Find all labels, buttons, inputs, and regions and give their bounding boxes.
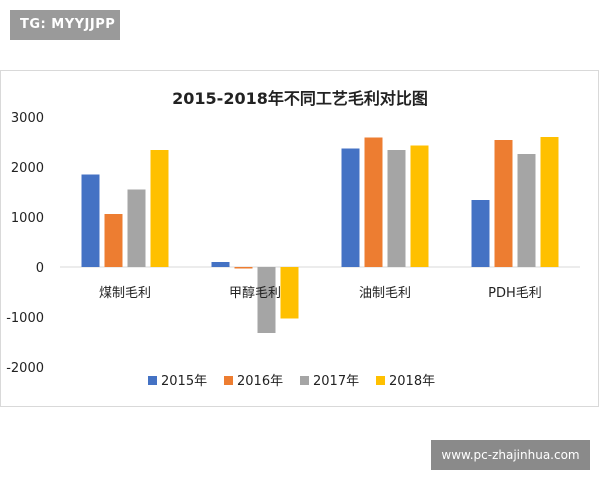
- legend-label: 2017年: [313, 374, 359, 389]
- bar-1-2: [211, 262, 230, 267]
- y-tick-label: 1000: [11, 211, 44, 226]
- legend-swatch: [300, 376, 309, 385]
- bar-4-1: [150, 150, 169, 267]
- bar-1-3: [341, 148, 360, 267]
- category-label: PDH毛利: [488, 286, 542, 301]
- category-label: 煤制毛利: [99, 286, 151, 301]
- bar-2-4: [494, 140, 513, 267]
- bar-4-2: [280, 267, 299, 319]
- legend-label: 2018年: [389, 374, 435, 389]
- legend-swatch: [376, 376, 385, 385]
- bar-2-2: [234, 267, 253, 269]
- legend-label: 2016年: [237, 374, 283, 389]
- watermark-bottom: www.pc-zhajinhua.com: [431, 440, 590, 470]
- legend-swatch: [224, 376, 233, 385]
- bar-3-4: [517, 154, 536, 267]
- y-tick-label: 0: [36, 261, 44, 276]
- category-label: 甲醇毛利: [229, 285, 281, 301]
- bar-3-1: [127, 189, 146, 267]
- legend-label: 2015年: [161, 374, 207, 389]
- y-tick-label: -2000: [6, 361, 44, 376]
- bar-4-4: [540, 137, 559, 267]
- y-tick-label: 2000: [11, 161, 44, 176]
- y-tick-label: -1000: [6, 311, 44, 326]
- bar-1-4: [471, 200, 490, 267]
- chart-title: 2015-2018年不同工艺毛利对比图: [172, 89, 428, 108]
- watermark-top: TG: MYYJJPP: [10, 10, 120, 40]
- bar-2-1: [104, 214, 123, 267]
- category-label: 油制毛利: [359, 286, 411, 301]
- bar-4-3: [410, 145, 429, 267]
- bar-1-1: [81, 174, 100, 267]
- bar-2-3: [364, 137, 383, 267]
- bar-3-3: [387, 150, 406, 267]
- y-tick-label: 3000: [11, 111, 44, 126]
- bar-3-2: [257, 267, 276, 333]
- legend-swatch: [148, 376, 157, 385]
